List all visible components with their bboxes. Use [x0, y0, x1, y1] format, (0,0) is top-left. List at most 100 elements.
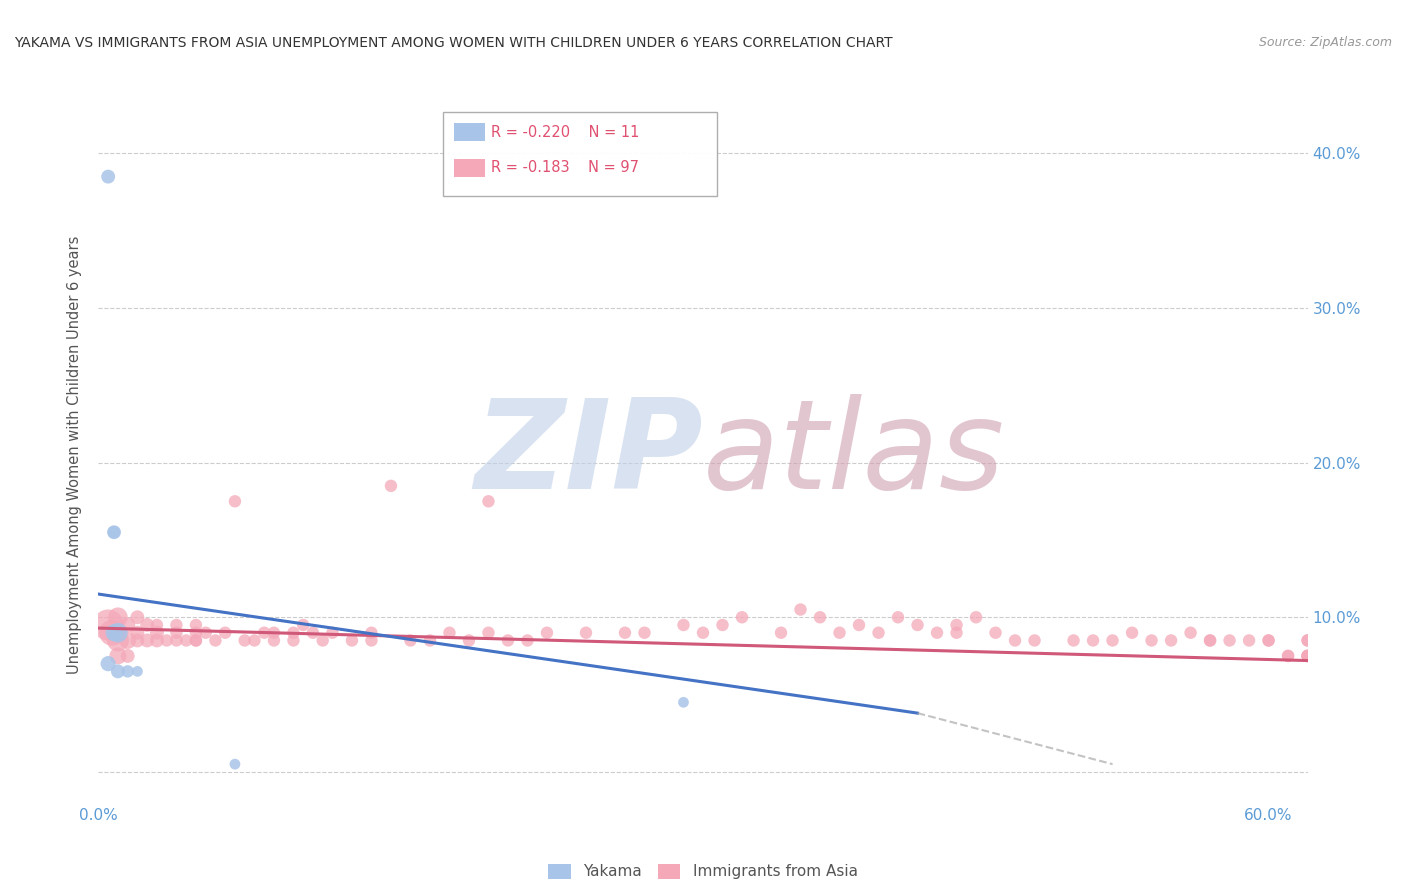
- Point: [165, 618, 187, 632]
- Point: [1140, 633, 1163, 648]
- Point: [1277, 648, 1299, 663]
- Point: [1296, 633, 1319, 648]
- Point: [477, 625, 499, 640]
- Point: [101, 625, 124, 640]
- Point: [117, 648, 139, 663]
- Point: [945, 625, 967, 640]
- Point: [1296, 648, 1319, 663]
- Point: [399, 633, 422, 648]
- Point: [103, 625, 125, 640]
- Point: [136, 633, 159, 648]
- Point: [1257, 633, 1279, 648]
- Point: [1121, 625, 1143, 640]
- Point: [146, 633, 169, 648]
- Point: [1296, 648, 1319, 663]
- Point: [312, 633, 335, 648]
- Point: [672, 618, 695, 632]
- Point: [117, 618, 139, 632]
- Point: [107, 625, 129, 640]
- Text: R = -0.183    N = 97: R = -0.183 N = 97: [491, 161, 638, 175]
- Point: [439, 625, 461, 640]
- Text: ZIP: ZIP: [474, 394, 703, 516]
- Legend: Yakama, Immigrants from Asia: Yakama, Immigrants from Asia: [543, 857, 863, 886]
- Point: [146, 625, 169, 640]
- Point: [107, 648, 129, 663]
- Point: [263, 633, 285, 648]
- Point: [321, 625, 343, 640]
- Point: [174, 633, 197, 648]
- Point: [103, 525, 125, 540]
- Point: [848, 618, 870, 632]
- Text: R = -0.220    N = 11: R = -0.220 N = 11: [491, 125, 640, 139]
- Point: [103, 525, 125, 540]
- Point: [1296, 633, 1319, 648]
- Point: [731, 610, 754, 624]
- Point: [1199, 633, 1222, 648]
- Point: [536, 625, 558, 640]
- Point: [107, 625, 129, 640]
- Point: [184, 633, 207, 648]
- Point: [117, 665, 139, 679]
- Point: [97, 618, 120, 632]
- Point: [1081, 633, 1104, 648]
- Point: [1219, 633, 1241, 648]
- Point: [1257, 633, 1279, 648]
- Point: [204, 633, 226, 648]
- Point: [496, 633, 519, 648]
- Point: [127, 633, 149, 648]
- Text: YAKAMA VS IMMIGRANTS FROM ASIA UNEMPLOYMENT AMONG WOMEN WITH CHILDREN UNDER 6 YE: YAKAMA VS IMMIGRANTS FROM ASIA UNEMPLOYM…: [14, 36, 893, 50]
- Point: [107, 610, 129, 624]
- Point: [127, 665, 149, 679]
- Point: [1101, 633, 1123, 648]
- Point: [575, 625, 598, 640]
- Point: [263, 625, 285, 640]
- Point: [97, 169, 120, 184]
- Point: [1296, 648, 1319, 663]
- Point: [127, 610, 149, 624]
- Point: [1063, 633, 1085, 648]
- Point: [1296, 648, 1319, 663]
- Point: [984, 625, 1007, 640]
- Point: [165, 633, 187, 648]
- Point: [156, 633, 179, 648]
- Point: [302, 625, 325, 640]
- Text: Source: ZipAtlas.com: Source: ZipAtlas.com: [1258, 36, 1392, 49]
- Point: [283, 633, 305, 648]
- Y-axis label: Unemployment Among Women with Children Under 6 years: Unemployment Among Women with Children U…: [67, 235, 83, 674]
- Point: [1277, 648, 1299, 663]
- Point: [672, 695, 695, 709]
- Point: [340, 633, 363, 648]
- Point: [887, 610, 910, 624]
- Point: [243, 633, 266, 648]
- Point: [292, 618, 315, 632]
- Point: [117, 633, 139, 648]
- Point: [194, 625, 217, 640]
- Point: [97, 657, 120, 671]
- Point: [477, 494, 499, 508]
- Point: [945, 618, 967, 632]
- Point: [692, 625, 714, 640]
- Point: [136, 618, 159, 632]
- Point: [633, 625, 655, 640]
- Point: [419, 633, 441, 648]
- Point: [184, 625, 207, 640]
- Point: [925, 625, 948, 640]
- Point: [165, 625, 187, 640]
- Point: [1004, 633, 1026, 648]
- Point: [711, 618, 734, 632]
- Point: [184, 633, 207, 648]
- Point: [1024, 633, 1046, 648]
- Point: [146, 618, 169, 632]
- Point: [380, 479, 402, 493]
- Point: [828, 625, 851, 640]
- Point: [1237, 633, 1260, 648]
- Point: [614, 625, 637, 640]
- Point: [224, 757, 246, 772]
- Point: [107, 633, 129, 648]
- Point: [224, 494, 246, 508]
- Point: [1160, 633, 1182, 648]
- Point: [1180, 625, 1202, 640]
- Point: [360, 633, 382, 648]
- Point: [184, 618, 207, 632]
- Point: [283, 625, 305, 640]
